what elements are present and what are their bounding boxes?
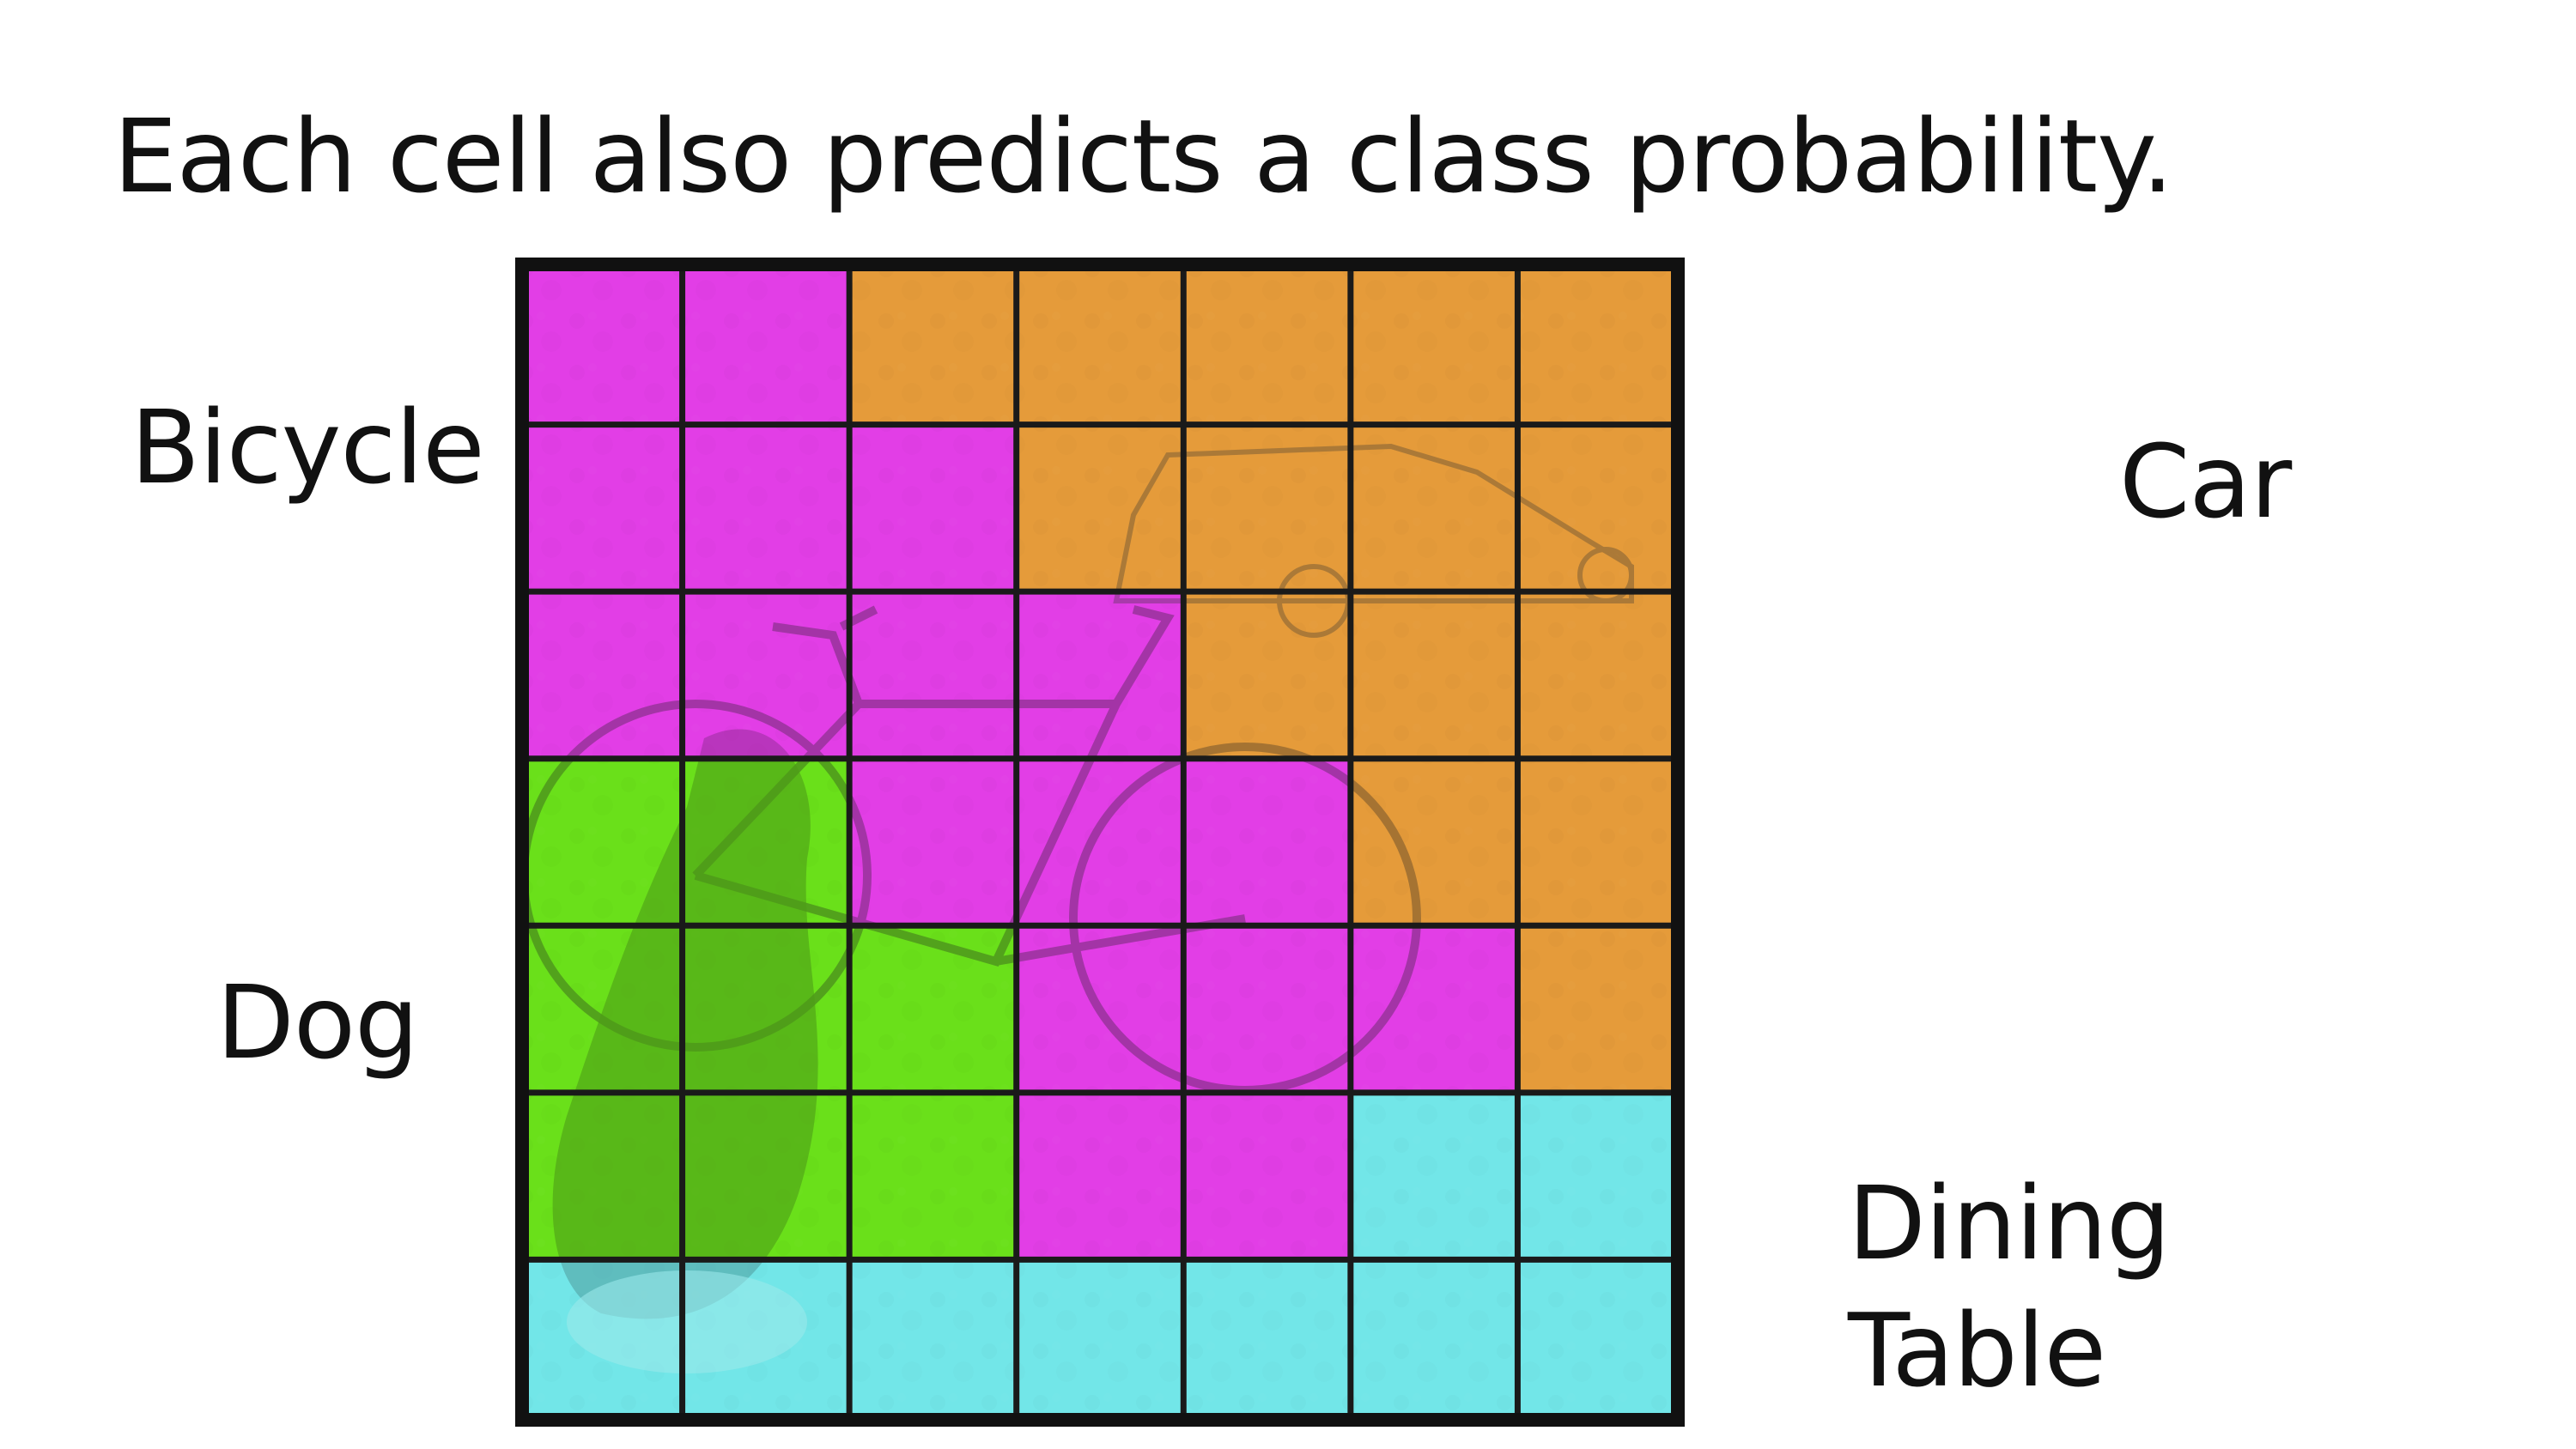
class-probability-grid [515,258,1685,1427]
grid-lines [515,258,1685,1427]
dog-paw [567,1270,807,1373]
class-label-car: Car [2119,422,2292,541]
class-label-dining-table: Dining Table [1848,1161,2171,1414]
bicycle-frame [692,605,1246,967]
photo-texture [515,258,1685,1427]
car-wheel-back [1577,547,1634,603]
slide-title: Each cell also predicts a class probabil… [113,97,2174,215]
dog-silhouette [552,729,818,1319]
grid-border [515,258,1685,1427]
class-label-dog: Dog [216,963,419,1082]
class-label-bicycle: Bicycle [131,388,485,506]
class-label-dining-table-line2: Table [1848,1290,2106,1410]
class-label-dining-table-line1: Dining [1848,1164,2171,1282]
car-silhouette [1113,443,1634,603]
scene-photo-overlay [515,258,1685,1427]
